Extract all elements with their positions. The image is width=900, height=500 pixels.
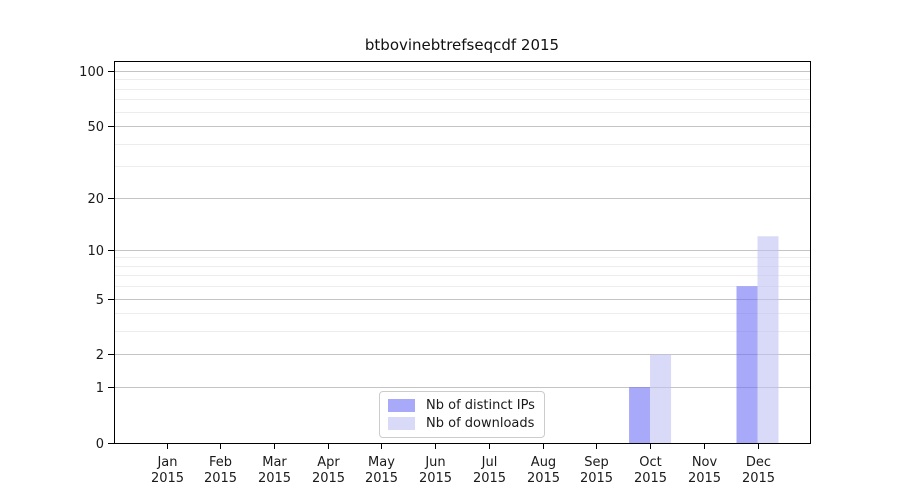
legend: Nb of distinct IPs Nb of downloads [379,391,545,438]
x-tick-label: Sep 2015 [580,455,613,486]
legend-label-distinct-ips: Nb of distinct IPs [426,398,535,413]
x-tick-label: Jan 2015 [151,455,184,486]
bar-distinct-ips [629,387,651,443]
y-tick-label: 2 [96,348,104,363]
bar-downloads [650,354,672,443]
x-tick-label: Oct 2015 [634,455,667,486]
x-tick-label: Apr 2015 [312,455,345,486]
x-tick-label: Jul 2015 [473,455,506,486]
y-tick-label: 1 [96,381,104,396]
legend-item-distinct-ips: Nb of distinct IPs [388,399,536,412]
y-tick-label: 50 [87,120,104,135]
x-tick-label: Dec 2015 [742,455,775,486]
y-tick-label: 100 [79,65,104,80]
chart-title: btbovinebtrefseqcdf 2015 [364,36,560,54]
x-tick-label: Nov 2015 [688,455,721,486]
x-tick-label: Aug 2015 [527,455,560,486]
y-tick-label: 10 [87,244,104,259]
bar-downloads [757,236,779,443]
x-tick-label: Jun 2015 [419,455,452,486]
y-tick-label: 0 [96,437,104,452]
y-tick-label: 20 [87,192,104,207]
x-tick-label: Mar 2015 [258,455,291,486]
y-tick-label: 5 [96,293,104,308]
legend-swatch-downloads [388,417,415,430]
x-tick-label: Feb 2015 [204,455,237,486]
legend-item-downloads: Nb of downloads [388,417,536,430]
bar-distinct-ips [736,286,758,443]
x-tick-label: May 2015 [365,455,398,486]
legend-swatch-distinct-ips [388,399,415,412]
legend-label-downloads: Nb of downloads [426,416,535,431]
plot-border [114,61,811,444]
